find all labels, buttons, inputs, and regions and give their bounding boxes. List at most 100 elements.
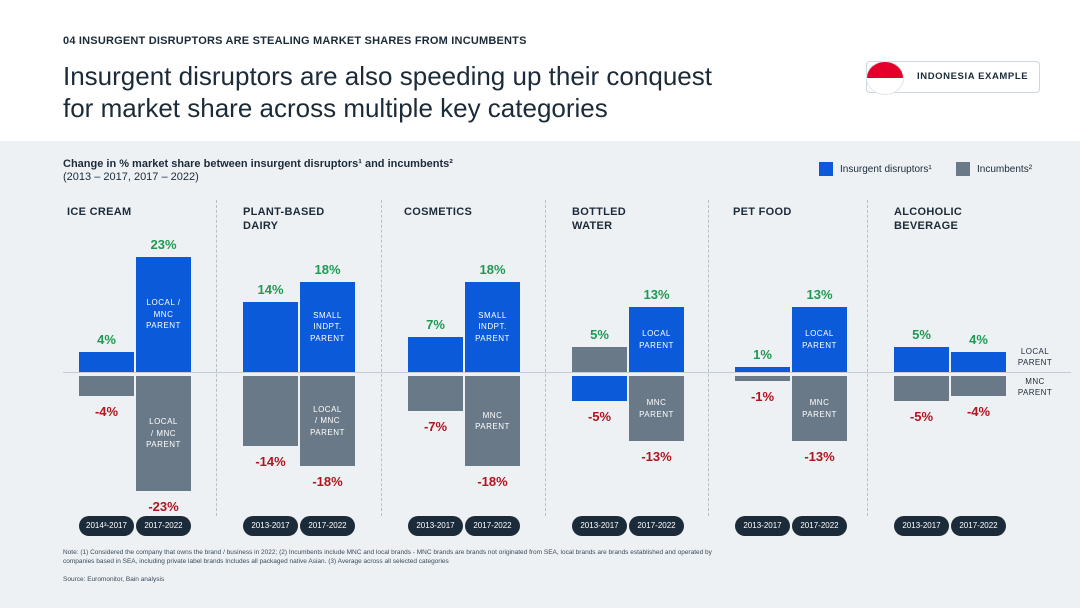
category-divider-1 [216, 200, 217, 516]
data-label: 18% [479, 262, 506, 277]
data-label: -5% [909, 409, 934, 424]
data-label: -4% [966, 404, 991, 419]
insurgent-bar [243, 302, 298, 372]
data-label: 13% [643, 287, 670, 302]
data-label: -13% [641, 449, 672, 464]
period-pill: 2013-2017 [572, 516, 627, 536]
legend-label-incumbent: Incumbents² [977, 163, 1033, 175]
insurgent-bar [951, 352, 1006, 372]
data-label: -7% [423, 419, 448, 434]
incumbent-bar [243, 376, 298, 446]
incumbent-bar [894, 376, 949, 401]
bar-owner-tag: MNC PARENT [802, 398, 837, 419]
category-divider-4 [708, 200, 709, 516]
data-label: -4% [94, 404, 119, 419]
insurgent-bar [735, 367, 790, 372]
category-label: PLANT-BASED DAIRY [243, 206, 325, 232]
bar-owner-tag: SMALL INDPT. PARENT [310, 310, 345, 343]
period-pill: 2013-2017 [894, 516, 949, 536]
chart-subtitle: Change in % market share between insurge… [63, 158, 453, 183]
country-badge: INDONESIA EXAMPLE [866, 61, 1040, 95]
category-label: ICE CREAM [67, 206, 132, 218]
title-line-2: for market share across multiple key cat… [63, 93, 608, 123]
bar-owner-tag: SMALL INDPT. PARENT [475, 310, 510, 343]
data-label: 1% [753, 347, 772, 362]
bar-owner-tag: MNC PARENT [475, 410, 510, 432]
data-label: 7% [426, 317, 445, 332]
bar-owner-tag: LOCAL PARENT [802, 329, 837, 350]
incumbent-bar [465, 376, 520, 466]
period-pill: 2017-2022 [792, 516, 847, 536]
period-pill: 2013-2017 [735, 516, 790, 536]
incumbent-bar [629, 376, 684, 441]
insurgent-bar [408, 337, 463, 372]
period-pill: 2017-2022 [629, 516, 684, 536]
category-label: PET FOOD [733, 206, 792, 218]
data-label: 13% [806, 287, 833, 302]
insurgent-bar [465, 282, 520, 372]
bar-owner-tag: LOCAL PARENT [639, 329, 674, 350]
legend-label-insurgent: Insurgent disruptors¹ [840, 163, 932, 175]
category-label: BOTTLED WATER [572, 206, 627, 232]
incumbent-bar [951, 376, 1006, 396]
section-eyebrow: 04 INSURGENT DISRUPTORS ARE STEALING MAR… [63, 35, 527, 47]
incumbent-bar [300, 376, 355, 466]
data-label: -18% [312, 474, 343, 489]
legend-insurgent: Insurgent disruptors¹ [819, 162, 932, 176]
legend-incumbent: Incumbents² [956, 162, 1032, 176]
bar-owner-tag: LOCAL / MNC PARENT [146, 417, 181, 450]
bar-owner-tag: LOCAL / MNC PARENT [146, 298, 181, 331]
insurgent-bar [79, 352, 134, 372]
data-label: 5% [912, 327, 931, 342]
zero-baseline [63, 372, 1071, 373]
period-pill: 2017-2022 [951, 516, 1006, 536]
source-note: Source: Euromonitor, Bain analysis [63, 576, 165, 583]
side-label-mnc-parent: MNC PARENT [1017, 377, 1053, 397]
data-label: 4% [969, 332, 988, 347]
insurgent-bar [300, 282, 355, 372]
period-pill: 2013-2017 [408, 516, 463, 536]
category-label: ALCOHOLIC BEVERAGE [894, 206, 963, 232]
data-label: -23% [148, 499, 179, 514]
data-label: -14% [255, 454, 286, 469]
footnote: Note: (1) Considered the company that ow… [63, 549, 712, 565]
data-label: 23% [150, 237, 177, 252]
data-label: -18% [477, 474, 508, 489]
category-divider-3 [545, 200, 546, 516]
indonesia-flag-icon [866, 61, 904, 95]
incumbent-bar [735, 376, 790, 381]
header-area: 04 INSURGENT DISRUPTORS ARE STEALING MAR… [0, 0, 1080, 141]
incumbent-bar [136, 376, 191, 491]
category-label: COSMETICS [404, 206, 473, 218]
bar-owner-tag: LOCAL / MNC PARENT [310, 404, 345, 437]
period-pill: 2014³-2017 [79, 516, 134, 536]
data-label: -1% [750, 389, 775, 404]
legend-swatch-insurgent [819, 162, 833, 176]
incumbent-bar [792, 376, 847, 441]
incumbent-bar [408, 376, 463, 411]
insurgent-bar [629, 307, 684, 372]
category-divider-5 [867, 200, 868, 516]
data-label: 14% [257, 282, 284, 297]
chart-period-range: (2013 – 2017, 2017 – 2022) [63, 171, 199, 183]
country-badge-label: INDONESIA EXAMPLE [917, 71, 1029, 82]
legend-swatch-incumbent [956, 162, 970, 176]
insurgent-bar [572, 376, 627, 401]
category-divider-2 [381, 200, 382, 516]
side-label-local-parent: LOCAL PARENT [1017, 347, 1053, 367]
period-pill: 2013-2017 [243, 516, 298, 536]
chart-title: Change in % market share between insurge… [63, 158, 453, 170]
insurgent-bar [792, 307, 847, 372]
insurgent-bar [894, 347, 949, 372]
data-label: 5% [590, 327, 609, 342]
period-pill: 2017-2022 [465, 516, 520, 536]
data-label: 18% [314, 262, 341, 277]
bar-owner-tag: MNC PARENT [639, 398, 674, 419]
period-pill: 2017-2022 [136, 516, 191, 536]
data-label: 4% [97, 332, 116, 347]
insurgent-bar [136, 257, 191, 372]
title-line-1: Insurgent disruptors are also speeding u… [63, 61, 712, 91]
data-label: -5% [587, 409, 612, 424]
data-label: -13% [804, 449, 835, 464]
period-pill: 2017-2022 [300, 516, 355, 536]
